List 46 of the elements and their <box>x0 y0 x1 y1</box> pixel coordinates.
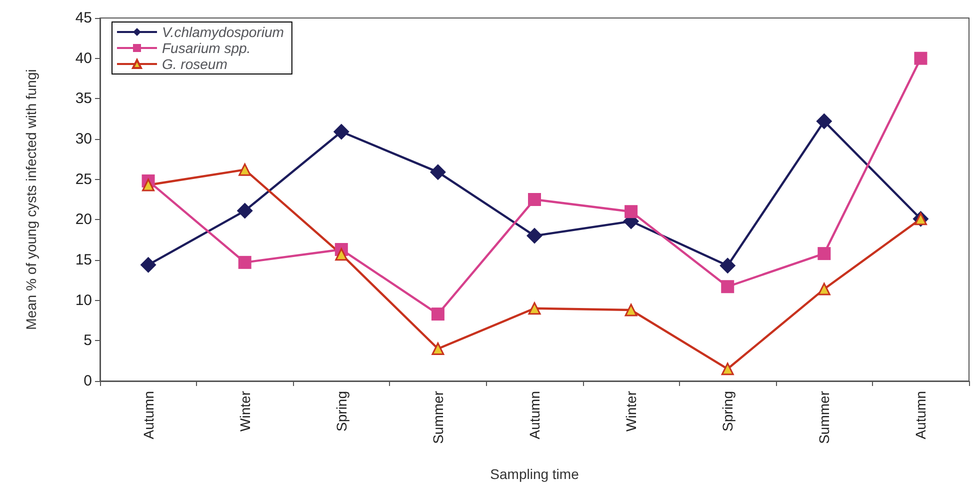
point <box>238 163 252 176</box>
point <box>818 247 831 260</box>
point <box>624 205 638 218</box>
point <box>140 256 156 273</box>
point <box>142 178 155 192</box>
y-tick-label: 0 <box>84 372 92 390</box>
point <box>818 282 830 296</box>
y-tick-label: 10 <box>75 292 92 309</box>
x-tick-label: Winter <box>236 390 253 432</box>
y-tick-label: 20 <box>75 211 92 228</box>
legend-label: Fusarium spp. <box>162 40 251 56</box>
x-tick-label: Summer <box>430 390 446 444</box>
x-tick-label: Autumn <box>140 391 156 440</box>
x-tick-label: Summer <box>816 390 832 444</box>
y-tick-label: 45 <box>75 10 92 26</box>
y-tick-label: 35 <box>75 90 92 108</box>
point <box>238 256 252 269</box>
point <box>236 202 253 219</box>
x-tick-label: Winter <box>623 390 640 432</box>
legend-label: V.chlamydosporium <box>162 24 284 40</box>
point <box>526 228 542 244</box>
point <box>721 280 734 294</box>
y-tick-label: 40 <box>75 50 92 67</box>
point <box>432 342 444 355</box>
point <box>624 304 638 316</box>
x-tick-label: Spring <box>333 391 350 432</box>
point <box>816 113 832 130</box>
x-tick-label: Spring <box>720 391 736 432</box>
x-axis-title: Sampling time <box>490 466 580 482</box>
point <box>431 308 444 321</box>
y-axis-title: Mean % of young cysts infected with fungi <box>23 69 39 330</box>
legend-label: G. roseum <box>162 56 228 72</box>
point <box>430 164 446 180</box>
point <box>721 362 734 376</box>
point <box>528 193 541 206</box>
point <box>528 302 541 315</box>
point <box>914 52 928 65</box>
y-tick-label: 25 <box>75 170 92 188</box>
y-tick-label: 30 <box>75 130 92 148</box>
y-tick-label: 15 <box>75 252 92 268</box>
x-tick-label: Autumn <box>526 391 542 440</box>
point <box>335 248 348 261</box>
point <box>333 124 350 140</box>
y-tick-label: 5 <box>84 332 92 350</box>
x-tick-label: Autumn <box>912 391 929 440</box>
point <box>720 258 736 274</box>
